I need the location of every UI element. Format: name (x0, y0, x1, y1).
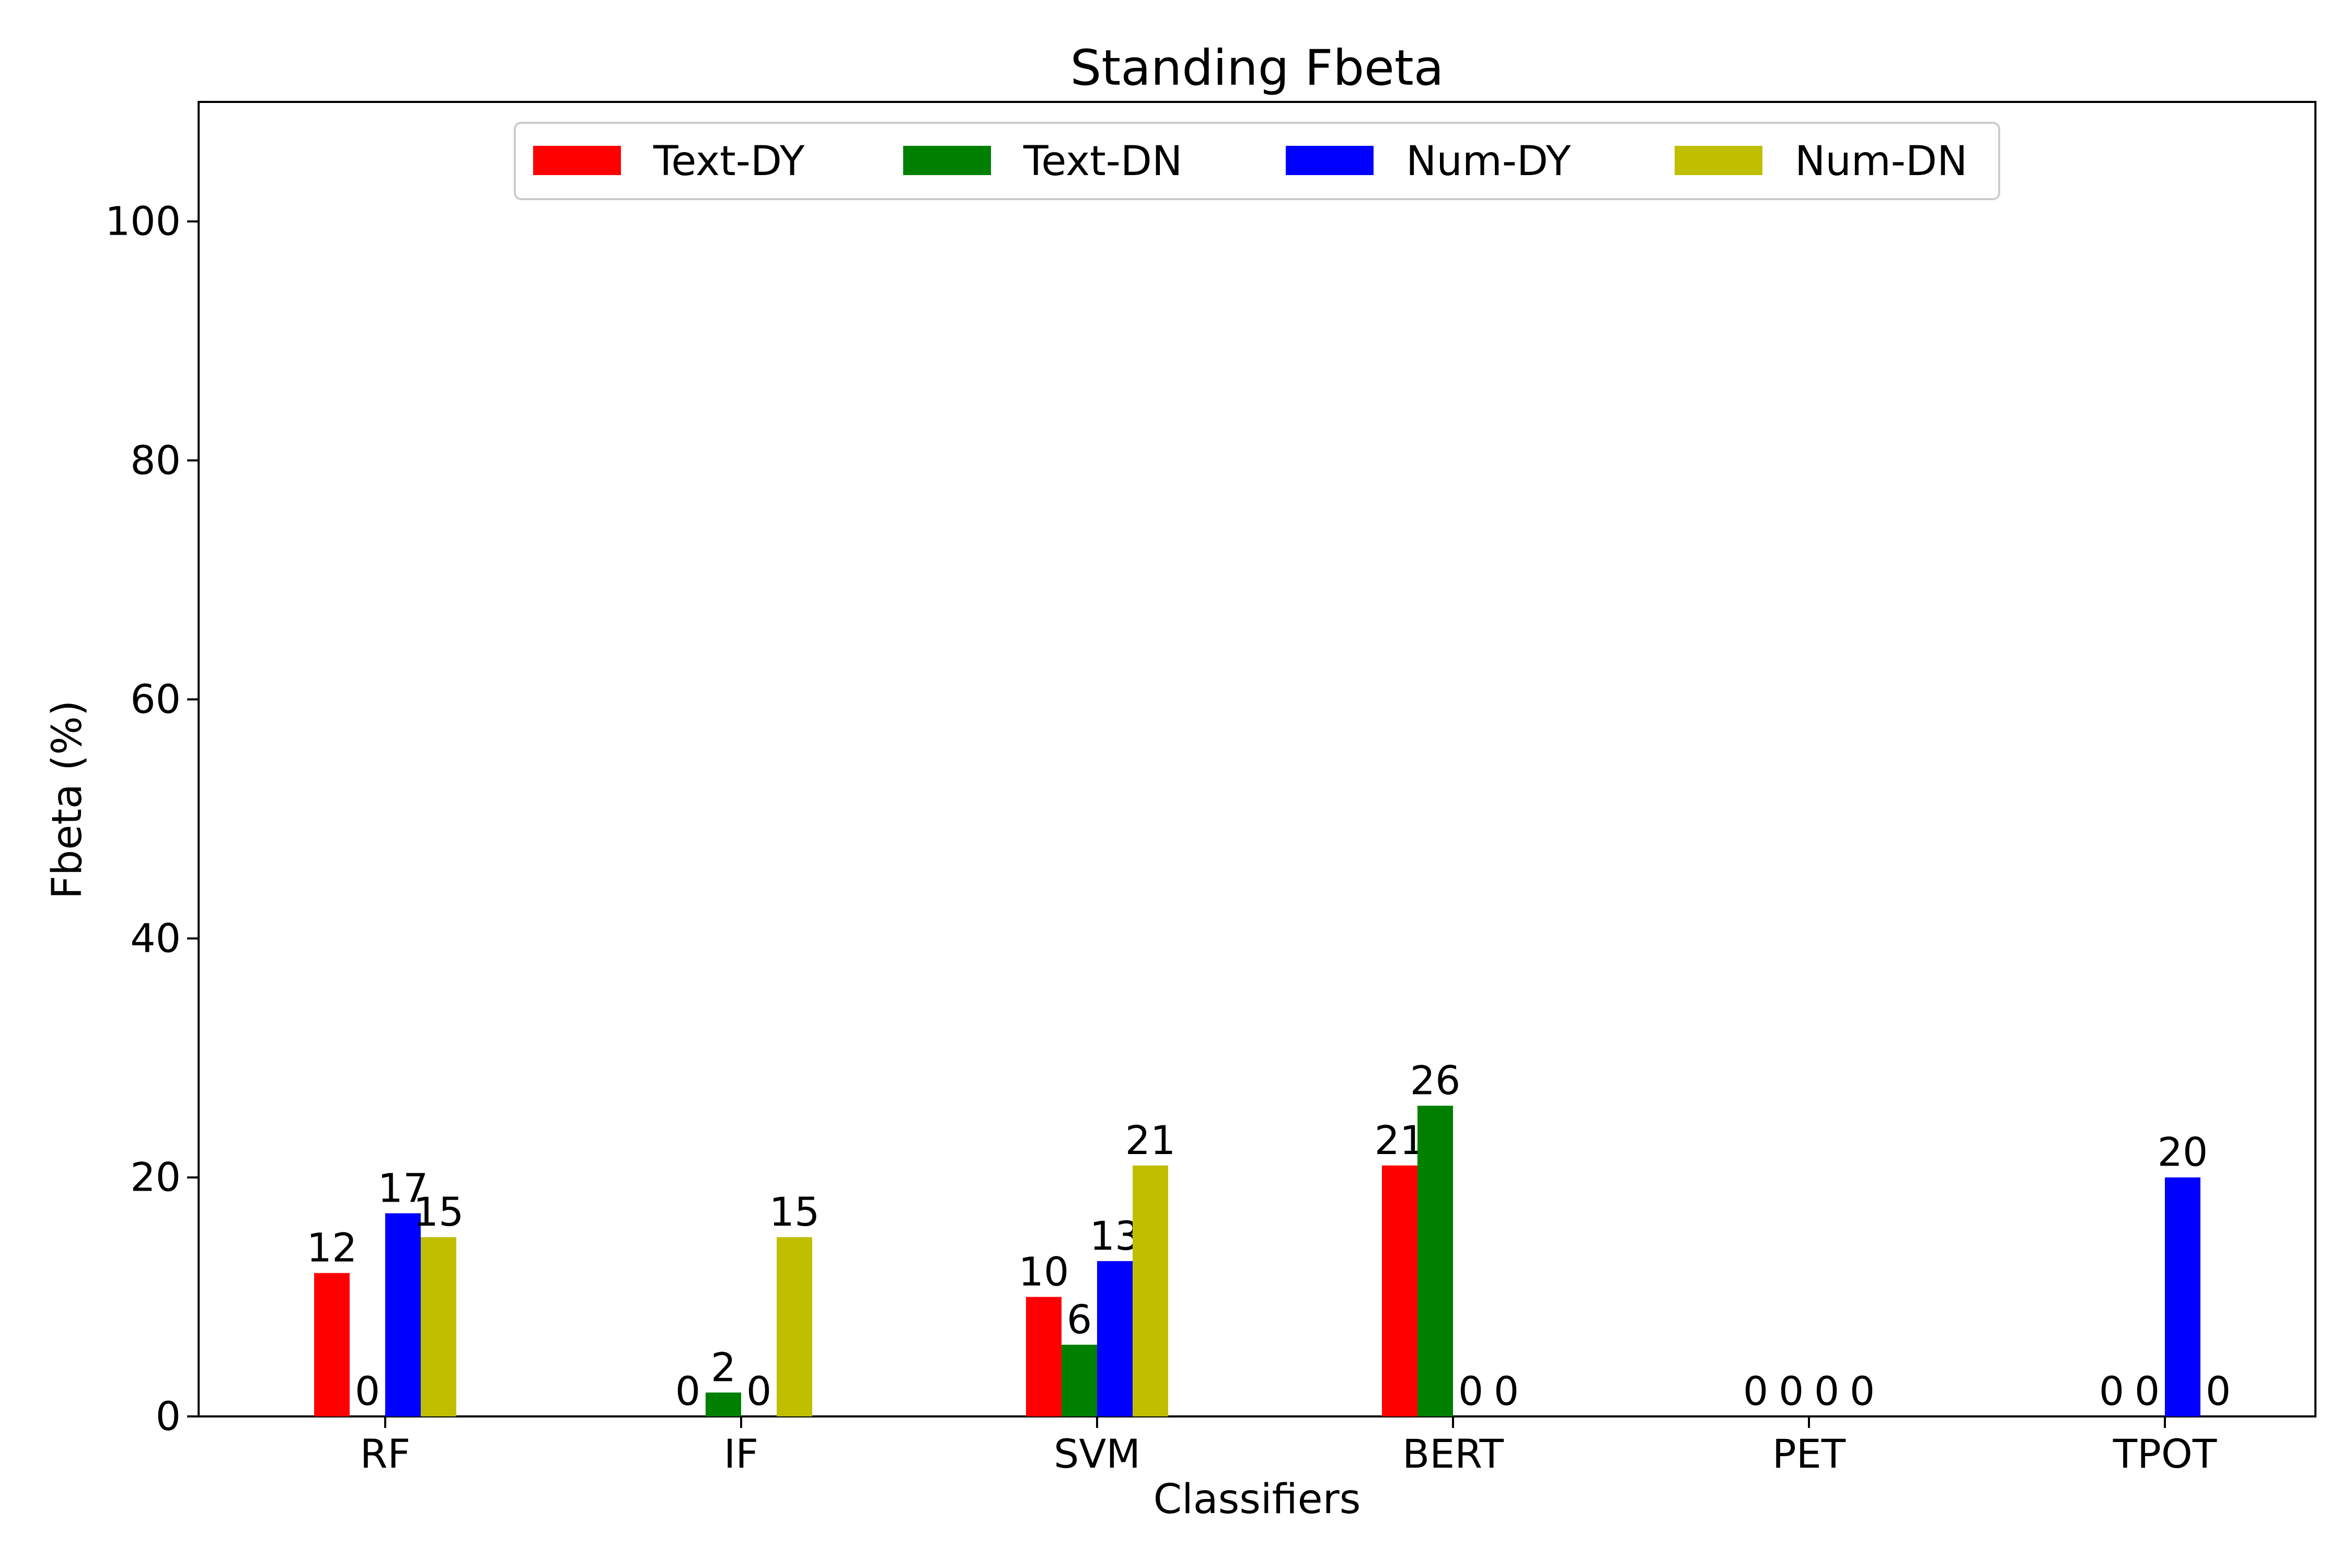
legend-label: Num-DY (1406, 138, 1571, 185)
bar (1382, 1165, 1417, 1416)
bar-value-label: 0 (675, 1368, 700, 1414)
legend-swatch (903, 146, 991, 175)
y-axis-label: Fbeta (%) (44, 700, 91, 900)
legend-swatch (533, 146, 621, 175)
legend-label: Num-DN (1795, 138, 1967, 185)
bar-value-label: 0 (1494, 1368, 1519, 1414)
bar-value-label: 15 (769, 1189, 820, 1235)
legend-swatch (1286, 146, 1374, 175)
bar-value-label: 0 (1850, 1368, 1875, 1414)
bar-value-label: 10 (1019, 1248, 1069, 1295)
bar-value-label: 6 (1067, 1296, 1092, 1343)
bar-value-label: 0 (2135, 1368, 2160, 1414)
bar (314, 1273, 350, 1416)
plot-area: 020406080100RF1201715IF02015SVM1061321BE… (105, 101, 2316, 1477)
legend-box (514, 122, 2000, 200)
bar (385, 1213, 421, 1416)
legend-label: Text-DY (653, 138, 805, 185)
bar (706, 1392, 741, 1416)
bar (1097, 1261, 1133, 1416)
bar (1062, 1344, 1097, 1416)
y-tick-label: 40 (130, 915, 181, 961)
legend-swatch (1675, 146, 1762, 175)
bar (421, 1237, 456, 1416)
x-tick-label: PET (1772, 1431, 1846, 1477)
legend: Text-DY Text-DN Num-DY Num-DN (514, 122, 2000, 200)
bar-value-label: 20 (2158, 1129, 2208, 1175)
bar (777, 1237, 812, 1416)
bar-value-label: 0 (2206, 1368, 2231, 1414)
x-tick-label: TPOT (2113, 1431, 2217, 1477)
y-tick-label: 20 (130, 1154, 181, 1201)
bar (1133, 1165, 1168, 1416)
bar-value-label: 2 (711, 1344, 736, 1390)
x-tick-label: IF (724, 1431, 758, 1477)
x-tick-label: SVM (1054, 1431, 1140, 1477)
x-tick-label: RF (360, 1431, 411, 1477)
bar-value-label: 0 (1814, 1368, 1839, 1414)
y-tick-label: 80 (130, 437, 181, 483)
bar (1417, 1105, 1453, 1416)
bar-value-label: 21 (1125, 1117, 1176, 1163)
y-tick-label: 60 (130, 676, 181, 722)
bar-value-label: 0 (1779, 1368, 1804, 1414)
bar-value-label: 12 (307, 1225, 358, 1271)
bar-value-label: 0 (2099, 1368, 2124, 1414)
bar-value-label: 21 (1375, 1117, 1425, 1163)
bar-value-label: 13 (1090, 1213, 1140, 1259)
bar-value-label: 26 (1410, 1057, 1461, 1104)
bar-value-label: 0 (1458, 1368, 1483, 1414)
bar-value-label: 0 (355, 1368, 380, 1414)
y-tick-label: 100 (105, 198, 181, 245)
bar-value-label: 17 (378, 1165, 429, 1211)
bar (2165, 1177, 2200, 1416)
y-tick-label: 0 (156, 1393, 181, 1439)
bar-value-label: 0 (1743, 1368, 1768, 1414)
bar-value-label: 15 (413, 1189, 464, 1235)
bar (1026, 1297, 1062, 1416)
x-axis-label: Classifiers (1154, 1476, 1361, 1523)
bar-value-label: 0 (746, 1368, 771, 1414)
plot-frame (198, 101, 2316, 1417)
x-tick-label: BERT (1402, 1431, 1504, 1477)
legend-label: Text-DN (1023, 138, 1182, 185)
chart-title: Standing Fbeta (1070, 40, 1444, 97)
